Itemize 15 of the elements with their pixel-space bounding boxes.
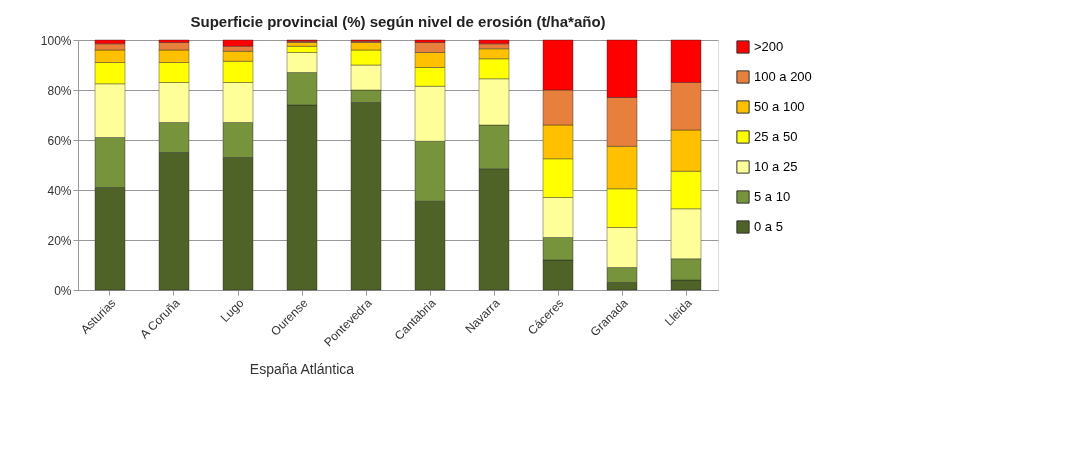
legend-label: >200 [754,39,784,54]
y-tick-label: 60% [47,133,72,148]
legend-label: 10 a 25 [754,159,798,174]
y-tick-label: 40% [47,183,72,198]
legend-label: 100 a 200 [754,69,812,84]
y-tick-label: 0% [54,283,72,298]
y-tick-label: 20% [47,233,72,248]
legend-label: 25 a 50 [754,129,798,144]
legend-label: 50 a 100 [754,99,805,114]
legend-label: 0 a 5 [754,219,783,234]
y-tick-label: 80% [47,83,72,98]
chart-title: Superficie provincial (%) según nivel de erosión (t/ha*año) [190,13,606,30]
legend-label: 5 a 10 [754,189,791,204]
y-tick-label: 100% [40,33,72,48]
text: España Atlántica [249,361,355,377]
